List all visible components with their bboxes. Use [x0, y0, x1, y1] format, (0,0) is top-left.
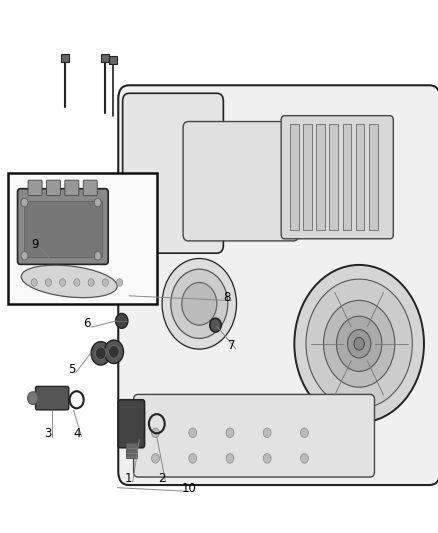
Circle shape [117, 279, 123, 286]
FancyBboxPatch shape [118, 400, 145, 448]
Circle shape [210, 318, 221, 332]
Text: 4: 4 [74, 427, 81, 440]
Bar [316, 124, 325, 230]
Bar [290, 124, 299, 230]
Bar [369, 124, 378, 230]
FancyBboxPatch shape [281, 116, 393, 239]
Circle shape [171, 269, 228, 338]
FancyBboxPatch shape [18, 189, 108, 264]
Circle shape [300, 428, 308, 438]
Circle shape [263, 454, 271, 463]
Text: 2: 2 [158, 472, 165, 485]
Text: 5: 5 [68, 363, 75, 376]
Bar [8, 173, 157, 304]
Circle shape [263, 428, 271, 438]
Circle shape [109, 345, 119, 358]
Bar [24, 201, 102, 257]
FancyBboxPatch shape [28, 180, 42, 196]
FancyBboxPatch shape [46, 180, 60, 196]
FancyBboxPatch shape [83, 180, 97, 196]
Circle shape [182, 282, 217, 325]
FancyBboxPatch shape [61, 54, 69, 62]
Circle shape [94, 252, 101, 260]
Circle shape [102, 279, 109, 286]
Circle shape [152, 428, 159, 438]
Circle shape [104, 340, 124, 364]
Circle shape [300, 454, 308, 463]
Bar [356, 124, 364, 230]
FancyBboxPatch shape [134, 394, 374, 477]
Circle shape [354, 337, 364, 350]
Circle shape [31, 279, 37, 286]
Circle shape [189, 428, 197, 438]
Circle shape [95, 347, 106, 360]
Circle shape [60, 279, 66, 286]
Circle shape [336, 316, 382, 372]
FancyBboxPatch shape [101, 54, 109, 62]
FancyBboxPatch shape [118, 85, 438, 485]
Circle shape [116, 313, 128, 328]
Circle shape [324, 301, 395, 387]
Circle shape [347, 329, 371, 358]
Text: 1: 1 [125, 472, 132, 485]
Bar [303, 124, 312, 230]
Circle shape [306, 279, 412, 408]
Text: 10: 10 [182, 482, 197, 495]
Text: 8: 8 [223, 291, 231, 304]
Circle shape [226, 454, 234, 463]
Circle shape [21, 198, 28, 207]
Circle shape [28, 392, 38, 405]
Bar [343, 124, 351, 230]
Ellipse shape [21, 265, 117, 297]
Circle shape [162, 259, 237, 349]
FancyBboxPatch shape [109, 56, 117, 64]
Circle shape [91, 342, 110, 365]
Circle shape [74, 279, 80, 286]
FancyBboxPatch shape [123, 93, 223, 253]
Text: 9: 9 [32, 238, 39, 251]
Text: 3: 3 [44, 427, 51, 440]
FancyBboxPatch shape [183, 122, 299, 241]
Circle shape [21, 252, 28, 260]
Circle shape [152, 454, 159, 463]
Circle shape [88, 279, 94, 286]
Circle shape [46, 279, 52, 286]
Circle shape [94, 198, 101, 207]
Circle shape [226, 428, 234, 438]
Bar [126, 443, 137, 458]
Text: 7: 7 [228, 339, 235, 352]
FancyBboxPatch shape [35, 386, 69, 410]
FancyBboxPatch shape [65, 180, 79, 196]
Circle shape [294, 265, 424, 423]
Bar [329, 124, 338, 230]
Circle shape [189, 454, 197, 463]
Text: 6: 6 [83, 318, 91, 330]
